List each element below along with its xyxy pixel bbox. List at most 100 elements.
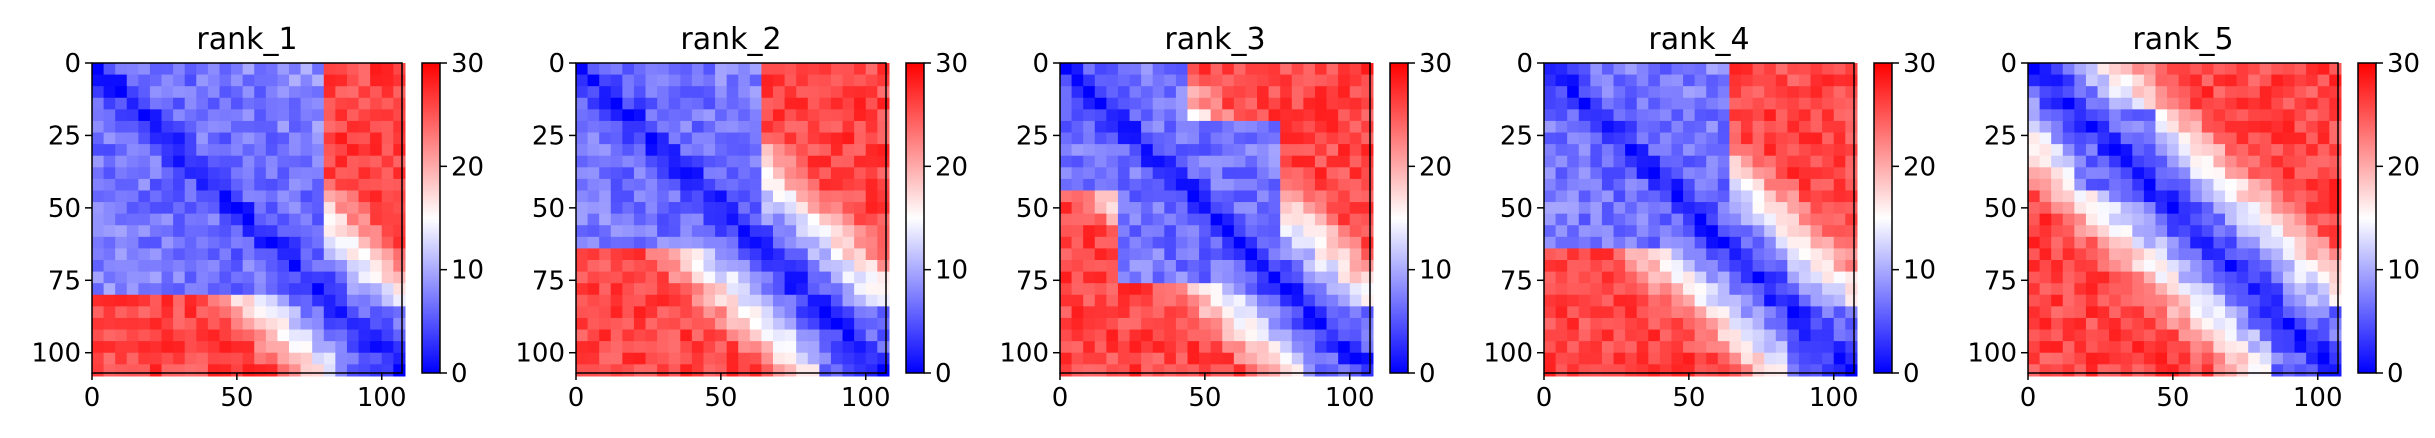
heatmap-cell xyxy=(1187,317,1200,331)
heatmap-cell xyxy=(1094,97,1107,110)
heatmap-cell xyxy=(2051,271,2064,284)
heatmap-cell xyxy=(1349,364,1362,377)
heatmap-cell xyxy=(726,178,739,192)
heatmap-cell xyxy=(1222,213,1235,226)
heatmap-cell xyxy=(242,63,255,76)
heatmap-cell xyxy=(242,364,255,377)
heatmap-cell xyxy=(231,86,244,99)
heatmap-cell xyxy=(196,294,209,307)
y-tick-label: 0 xyxy=(2000,49,2017,79)
heatmap-cell xyxy=(2120,63,2133,76)
heatmap-cell xyxy=(2306,329,2319,342)
heatmap-cell xyxy=(231,167,244,180)
heatmap-cell xyxy=(149,74,163,87)
heatmap-cell xyxy=(2062,248,2075,261)
heatmap-cell xyxy=(1694,213,1707,226)
heatmap-cell xyxy=(2120,97,2133,110)
heatmap-cell xyxy=(2282,352,2296,365)
heatmap-cell xyxy=(1717,329,1731,342)
heatmap-cell xyxy=(1314,167,1328,180)
heatmap-cell xyxy=(784,74,797,87)
heatmap-cell xyxy=(784,260,797,273)
heatmap-cell xyxy=(2271,225,2284,238)
heatmap-cell xyxy=(2306,260,2319,273)
heatmap-cell xyxy=(2051,109,2064,122)
heatmap-cell xyxy=(1683,248,1696,261)
heatmap-cell xyxy=(2120,167,2133,180)
heatmap-cell xyxy=(576,294,589,307)
heatmap-cell xyxy=(265,109,279,122)
heatmap-cell xyxy=(668,144,681,157)
heatmap-cell xyxy=(691,271,705,284)
heatmap-cell xyxy=(1303,248,1316,261)
heatmap-cell xyxy=(1717,202,1731,215)
heatmap-cell xyxy=(1752,167,1765,180)
heatmap-cell xyxy=(796,341,809,354)
heatmap-cell xyxy=(2039,364,2052,377)
heatmap-cell xyxy=(1222,97,1235,110)
heatmap-cell xyxy=(2074,352,2087,365)
heatmap-cell xyxy=(1222,329,1235,342)
heatmap-cell xyxy=(1683,352,1696,365)
heatmap-cell xyxy=(1590,132,1603,145)
heatmap-cell xyxy=(1717,97,1731,110)
heatmap-cell xyxy=(1117,120,1131,134)
heatmap-cell xyxy=(1268,341,1281,354)
heatmap-cell xyxy=(784,341,797,354)
heatmap-cell xyxy=(173,167,186,180)
x-tick-label: 50 xyxy=(220,383,253,413)
heatmap-cell xyxy=(323,202,336,215)
heatmap-cell xyxy=(1349,294,1362,307)
heatmap-cell xyxy=(1741,294,1754,307)
heatmap-cell xyxy=(2201,213,2215,226)
heatmap-cell xyxy=(323,329,336,342)
heatmap-cell xyxy=(1268,132,1281,145)
heatmap-cell xyxy=(2109,248,2122,261)
heatmap-cell xyxy=(2097,225,2110,238)
heatmap-cell xyxy=(1071,341,1084,354)
heatmap-cell xyxy=(1233,167,1247,180)
heatmap-cell xyxy=(2051,306,2064,319)
heatmap-cell xyxy=(1833,317,1846,331)
heatmap-cell xyxy=(1222,190,1235,203)
heatmap-cell xyxy=(2028,283,2041,296)
x-tick-label: 100 xyxy=(2293,383,2343,413)
heatmap-cell xyxy=(207,202,221,215)
heatmap-cell xyxy=(1798,109,1812,122)
heatmap-cell xyxy=(2143,329,2157,342)
heatmap-cell xyxy=(1833,167,1846,180)
heatmap-cell xyxy=(161,248,174,261)
heatmap-cell xyxy=(1129,352,1142,365)
heatmap-cell xyxy=(1094,352,1107,365)
heatmap-cell xyxy=(1280,248,1293,261)
heatmap-cell xyxy=(1810,271,1823,284)
heatmap-cell xyxy=(1164,120,1177,134)
heatmap-cell xyxy=(657,329,670,342)
heatmap-cell xyxy=(1810,248,1823,261)
heatmap-cell xyxy=(1291,120,1304,134)
heatmap-cell xyxy=(610,109,623,122)
heatmap-cell xyxy=(1659,74,1673,87)
heatmap-cell xyxy=(1199,97,1212,110)
heatmap-cell xyxy=(277,86,290,99)
heatmap-cell xyxy=(1210,63,1223,76)
heatmap-cell xyxy=(393,352,406,365)
heatmap-cell xyxy=(1555,248,1568,261)
heatmap-cell xyxy=(1071,202,1084,215)
heatmap-cell xyxy=(796,329,809,342)
heatmap-cell xyxy=(2271,155,2284,168)
heatmap-cell xyxy=(830,74,844,87)
heatmap-cell xyxy=(149,109,163,122)
heatmap-cell xyxy=(2178,120,2191,134)
heatmap-cell xyxy=(1613,144,1626,157)
heatmap-cell xyxy=(1833,132,1846,145)
heatmap-cell xyxy=(2236,271,2249,284)
heatmap-cell xyxy=(2248,190,2261,203)
heatmap-cell xyxy=(2167,190,2180,203)
heatmap-cell xyxy=(2039,144,2052,157)
heatmap-cell xyxy=(1106,97,1119,110)
heatmap-cell xyxy=(1822,352,1835,365)
heatmap-cell xyxy=(1648,155,1661,168)
heatmap-cell xyxy=(1349,202,1362,215)
heatmap-cell xyxy=(1648,74,1661,87)
